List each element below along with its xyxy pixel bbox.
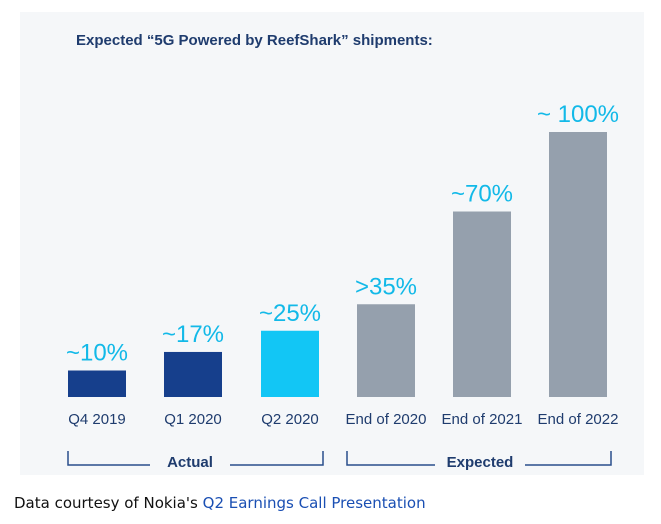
bar-5 [549, 132, 607, 397]
bar-4 [453, 211, 511, 397]
bar-2 [261, 330, 319, 397]
category-label-3: End of 2020 [346, 411, 427, 428]
bar-3 [357, 304, 415, 397]
category-label-4: End of 2021 [442, 411, 523, 428]
group-bracket-right-1 [525, 451, 612, 466]
value-label-4: ~70% [451, 181, 513, 208]
group-label-0: Actual [167, 454, 213, 471]
caption-prefix: Data courtesy of Nokia's [14, 494, 203, 512]
group-bracket-right-0 [230, 451, 324, 466]
presentation-link[interactable]: Q2 Earnings Call Presentation [202, 494, 426, 512]
category-label-2: Q2 2020 [261, 411, 319, 428]
value-label-2: ~25% [259, 300, 321, 327]
group-bracket-left-0 [67, 451, 150, 466]
caption: Data courtesy of Nokia's Q2 Earnings Cal… [14, 494, 426, 512]
value-label-5: ~ 100% [537, 101, 619, 128]
category-label-0: Q4 2019 [68, 411, 126, 428]
group-label-1: Expected [447, 454, 514, 471]
category-label-1: Q1 2020 [164, 411, 222, 428]
value-label-0: ~10% [66, 340, 128, 367]
bar-chart: ~10% Q4 2019 ~17% Q1 2020 ~25% Q2 2020 >35% End… [66, 101, 619, 471]
value-label-3: >35% [355, 273, 417, 300]
chart-panel: Expected “5G Powered by ReefShark” shipm… [20, 12, 644, 475]
bar-0 [68, 370, 126, 397]
category-label-5: End of 2022 [538, 411, 619, 428]
value-label-1: ~17% [162, 321, 224, 348]
bar-1 [164, 351, 222, 397]
group-bracket-left-1 [346, 451, 435, 466]
chart-title: Expected “5G Powered by ReefShark” shipm… [76, 32, 433, 49]
